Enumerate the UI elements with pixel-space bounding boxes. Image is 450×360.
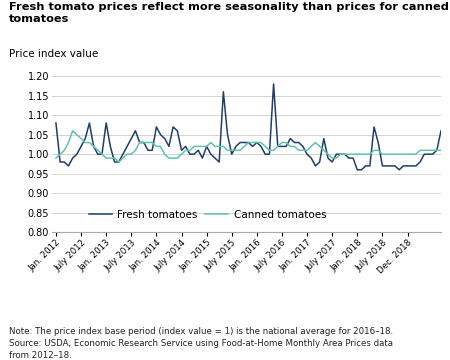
Fresh tomatoes bbox=[271, 82, 276, 86]
Canned tomatoes bbox=[254, 140, 260, 145]
Fresh tomatoes bbox=[133, 129, 138, 133]
Fresh tomatoes bbox=[246, 140, 251, 145]
Text: Price index value: Price index value bbox=[9, 49, 98, 59]
Line: Canned tomatoes: Canned tomatoes bbox=[56, 131, 441, 162]
Legend: Fresh tomatoes, Canned tomatoes: Fresh tomatoes, Canned tomatoes bbox=[85, 206, 330, 224]
Line: Fresh tomatoes: Fresh tomatoes bbox=[56, 84, 441, 170]
Fresh tomatoes bbox=[367, 164, 373, 168]
Canned tomatoes bbox=[53, 156, 58, 160]
Canned tomatoes bbox=[108, 156, 113, 160]
Fresh tomatoes bbox=[355, 168, 360, 172]
Canned tomatoes bbox=[438, 148, 444, 152]
Canned tomatoes bbox=[141, 140, 147, 145]
Fresh tomatoes bbox=[438, 129, 444, 133]
Canned tomatoes bbox=[116, 160, 122, 164]
Fresh tomatoes bbox=[325, 156, 331, 160]
Fresh tomatoes bbox=[53, 121, 58, 125]
Text: Fresh tomato prices reflect more seasonality than prices for canned
tomatoes: Fresh tomato prices reflect more seasona… bbox=[9, 2, 449, 24]
Text: Note: The price index base period (index value = 1) is the national average for : Note: The price index base period (index… bbox=[9, 327, 393, 360]
Fresh tomatoes bbox=[116, 160, 122, 164]
Canned tomatoes bbox=[124, 152, 130, 156]
Canned tomatoes bbox=[367, 152, 373, 156]
Fresh tomatoes bbox=[104, 121, 109, 125]
Canned tomatoes bbox=[70, 129, 76, 133]
Canned tomatoes bbox=[329, 156, 335, 160]
